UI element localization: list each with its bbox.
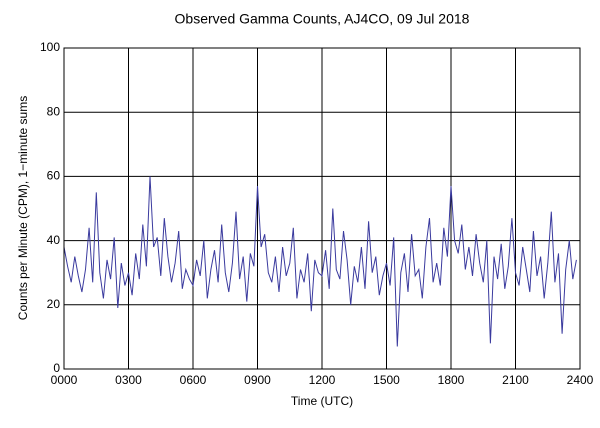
- y-tick-label: 80: [47, 104, 61, 118]
- x-axis-label: Time (UTC): [291, 394, 353, 408]
- y-tick-label: 100: [40, 40, 60, 54]
- plot-frame: [63, 47, 581, 370]
- x-tick-label: 1200: [309, 373, 336, 387]
- chart-title: Observed Gamma Counts, AJ4CO, 09 Jul 201…: [175, 11, 470, 27]
- x-tick-label: 2400: [567, 373, 594, 387]
- data-line: [63, 176, 577, 347]
- x-tick-label: 2100: [502, 373, 529, 387]
- x-tick-label: 0900: [244, 373, 271, 387]
- x-tick-label: 1500: [373, 373, 400, 387]
- x-tick-label: 0300: [115, 373, 142, 387]
- x-tick-label: 1800: [438, 373, 465, 387]
- y-tick-label: 40: [47, 233, 61, 247]
- y-axis-label: Counts per Minute (CPM), 1−minute sums: [16, 96, 30, 320]
- x-tick-label: 0000: [51, 373, 78, 387]
- x-tick-label: 0600: [180, 373, 207, 387]
- y-tick-label: 20: [47, 297, 61, 311]
- y-tick-label: 0: [53, 361, 60, 375]
- y-tick-label: 60: [47, 169, 61, 183]
